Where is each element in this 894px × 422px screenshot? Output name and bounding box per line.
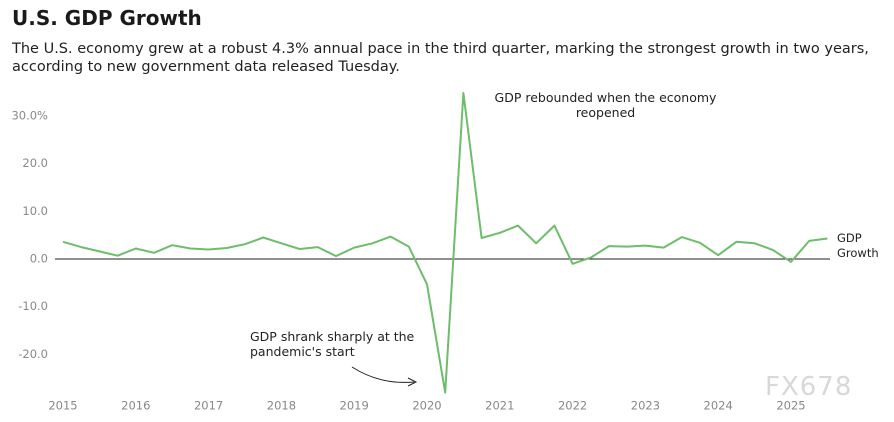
chart-title: U.S. GDP Growth (12, 6, 202, 30)
y-tick-label: 0.0 (30, 252, 48, 266)
x-tick-label: 2021 (485, 399, 514, 413)
x-tick-label: 2025 (776, 399, 805, 413)
annotation: GDP shrank sharply at the pandemic's sta… (250, 329, 415, 359)
watermark: FX678 (765, 372, 853, 402)
line-series (62, 92, 828, 394)
x-tick-label: 2024 (704, 399, 733, 413)
y-tick-label: -10.0 (18, 299, 48, 313)
x-tick-label: 2022 (558, 399, 587, 413)
y-tick-label: 20.0 (22, 156, 48, 170)
annotation-arrow (351, 366, 415, 383)
series-label: GDP Growth (837, 231, 879, 260)
arrow-head (407, 377, 418, 387)
x-tick-label: 2023 (631, 399, 660, 413)
x-tick-label: 2015 (48, 399, 77, 413)
y-tick-label: 10.0 (22, 204, 48, 218)
x-tick-label: 2018 (267, 399, 296, 413)
x-tick-label: 2017 (194, 399, 223, 413)
x-tick-label: 2019 (340, 399, 369, 413)
y-tick-label: 30.0% (11, 108, 48, 122)
annotation: GDP rebounded when the economy reopened (494, 90, 717, 120)
chart-subtitle: The U.S. economy grew at a robust 4.3% a… (12, 41, 869, 75)
y-tick-label: -20.0 (18, 347, 48, 361)
x-tick-label: 2020 (412, 399, 441, 413)
x-tick-label: 2016 (121, 399, 150, 413)
